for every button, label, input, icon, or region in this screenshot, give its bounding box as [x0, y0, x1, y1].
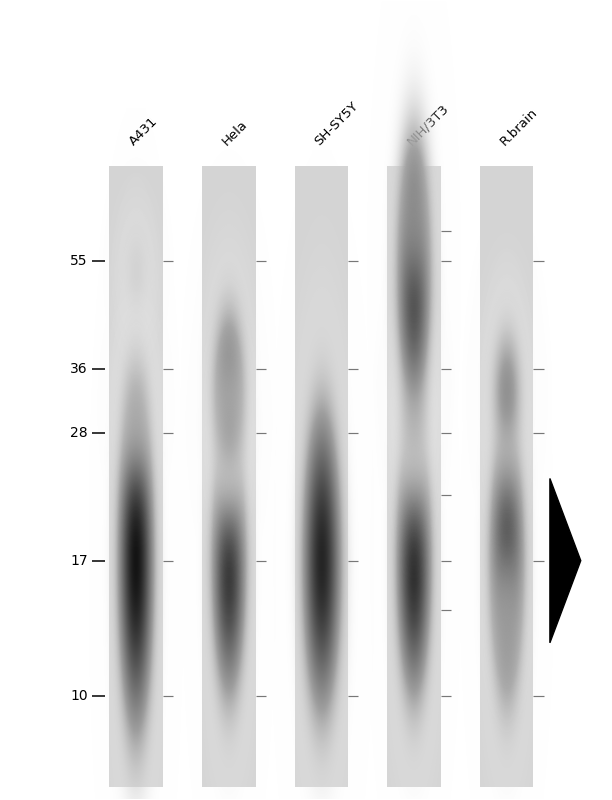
- Polygon shape: [550, 478, 581, 643]
- Text: 17: 17: [70, 554, 88, 568]
- Text: R.brain: R.brain: [498, 106, 540, 148]
- Bar: [110, 166, 163, 787]
- Text: Hela: Hela: [220, 118, 250, 148]
- Bar: [295, 166, 348, 787]
- Text: 55: 55: [70, 254, 88, 268]
- Text: NIH/3T3: NIH/3T3: [405, 102, 452, 148]
- Text: A431: A431: [127, 114, 160, 148]
- Text: 10: 10: [70, 689, 88, 703]
- Text: 36: 36: [70, 362, 88, 376]
- Text: SH-SY5Y: SH-SY5Y: [312, 99, 361, 148]
- Bar: [480, 166, 534, 787]
- Bar: [387, 166, 441, 787]
- Text: 28: 28: [70, 426, 88, 441]
- Bar: [202, 166, 256, 787]
